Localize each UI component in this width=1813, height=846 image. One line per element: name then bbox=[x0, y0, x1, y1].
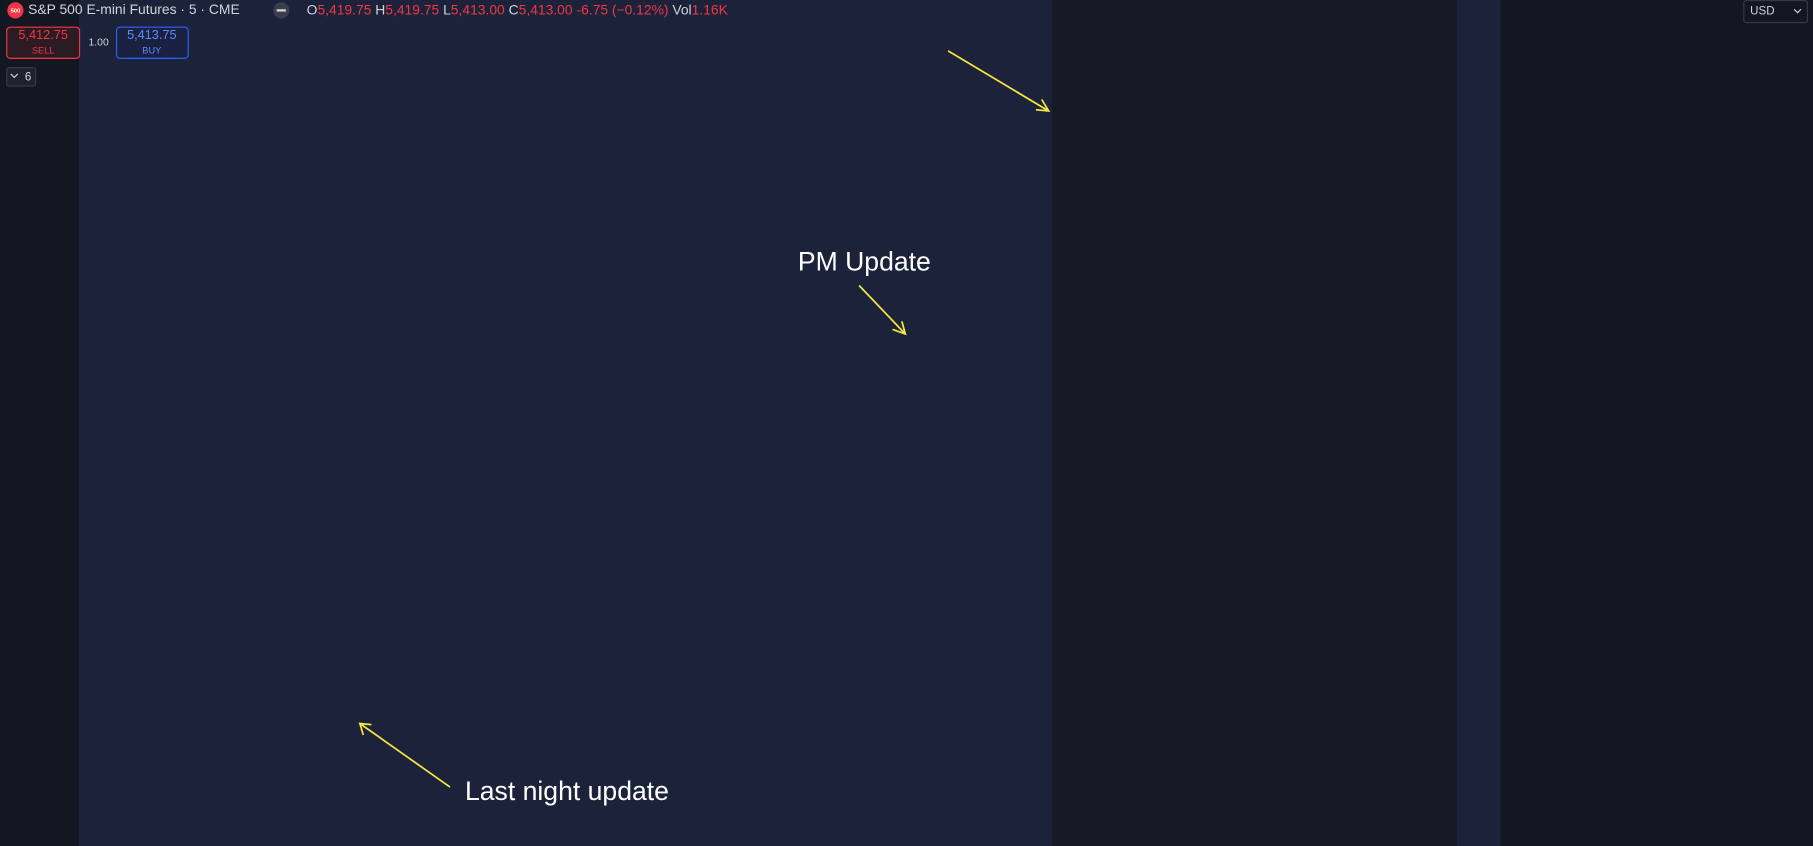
session-shade bbox=[1456, 0, 1501, 846]
volume-key: Vol bbox=[672, 1, 691, 17]
change: -6.75 (−0.12%) bbox=[576, 1, 668, 17]
sell-button[interactable] bbox=[6, 26, 81, 59]
currency-select[interactable] bbox=[1743, 0, 1808, 24]
session-shade bbox=[1052, 0, 1457, 846]
logo-text: 500 bbox=[11, 9, 21, 15]
ohlc-key: H bbox=[375, 1, 385, 17]
indicators-toggle[interactable] bbox=[6, 67, 37, 87]
session-shade bbox=[78, 0, 1053, 846]
ohlc-value: 5,419.75 bbox=[385, 1, 439, 17]
ohlc-value: 5,413.00 bbox=[519, 1, 573, 17]
annotation: Last night update bbox=[465, 776, 669, 806]
volume-value: 1.16K bbox=[692, 1, 729, 17]
ohlc-key: C bbox=[509, 1, 519, 17]
indicators-count: 6 bbox=[25, 71, 31, 83]
buy-label: BUY bbox=[142, 45, 161, 55]
ohlc-value: 5,413.00 bbox=[451, 1, 505, 17]
hide-icon bbox=[276, 9, 286, 12]
symbol-logo bbox=[7, 2, 24, 19]
ohlc-key: O bbox=[307, 1, 318, 17]
chevron bbox=[1793, 8, 1802, 14]
buy-button[interactable] bbox=[115, 26, 189, 59]
sell-label: SELL bbox=[32, 45, 55, 55]
currency: USD bbox=[1750, 6, 1774, 18]
chevron bbox=[10, 73, 19, 79]
annotation: PM Update bbox=[798, 247, 931, 277]
symbol-title[interactable]: S&P 500 E-mini Futures · 5 · CME bbox=[28, 1, 240, 17]
arrow bbox=[858, 284, 907, 336]
ohlc-key: L bbox=[443, 1, 451, 17]
sell-price: 5,412.75 bbox=[18, 27, 67, 42]
quantity[interactable]: 1.00 bbox=[89, 38, 109, 49]
arrow bbox=[358, 722, 451, 788]
ohlc: O5,419.75 H5,419.75 L5,413.00 C5,413.00 … bbox=[307, 1, 729, 17]
arrow bbox=[947, 50, 1051, 112]
buy-price: 5,413.75 bbox=[127, 27, 176, 42]
price-axis bbox=[1739, 0, 1813, 846]
ohlc-value: 5,419.75 bbox=[317, 1, 371, 17]
